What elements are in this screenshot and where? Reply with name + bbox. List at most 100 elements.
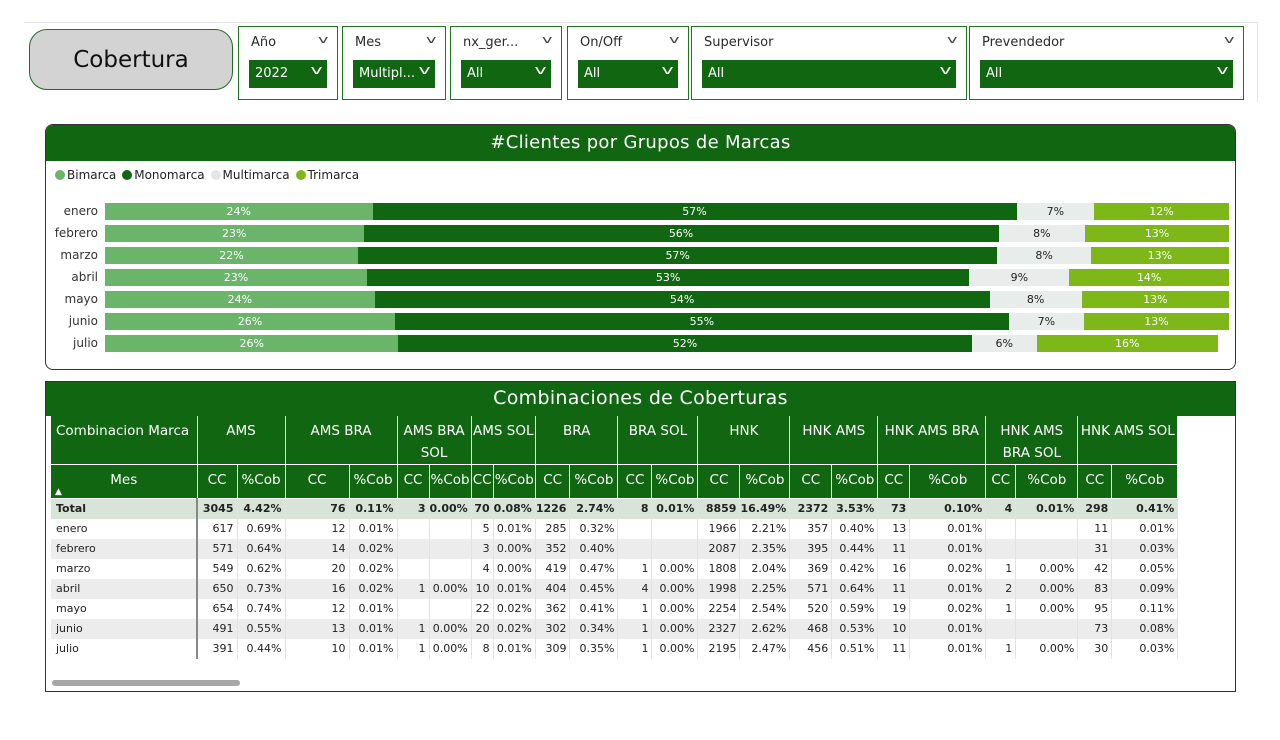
cob-header[interactable]: %Cob xyxy=(569,464,619,499)
chevron-down-icon[interactable]: v xyxy=(669,33,680,46)
chevron-down-icon: v xyxy=(661,63,674,77)
chevron-down-icon: v xyxy=(534,63,547,77)
cob-header[interactable]: %Cob xyxy=(429,464,472,499)
cc-cell: 1998 xyxy=(697,578,741,599)
cc-cell: 73 xyxy=(1077,618,1113,639)
cob-cell: 0.32% xyxy=(569,518,619,539)
slicer-dropdown[interactable]: All v xyxy=(980,60,1233,88)
cob-cell: 0.01% xyxy=(909,578,987,599)
cc-header[interactable]: CC xyxy=(285,464,350,499)
cob-header[interactable]: %Cob xyxy=(909,464,987,499)
cc-cell: 13 xyxy=(285,618,350,639)
group-header[interactable]: HNK AMS BRA SOL xyxy=(985,416,1079,465)
cc-cell: 76 xyxy=(285,498,350,519)
cob-cell xyxy=(429,538,472,559)
group-header[interactable]: HNK AMS xyxy=(789,416,879,465)
cobertura-button[interactable]: Cobertura xyxy=(29,29,233,90)
horizontal-scrollbar[interactable] xyxy=(52,680,240,686)
cob-header[interactable]: %Cob xyxy=(739,464,791,499)
stacked-bar: 23% 56% 8% 13% xyxy=(105,225,1229,242)
group-header[interactable]: BRA SOL xyxy=(617,416,699,465)
cc-cell: 3 xyxy=(397,498,430,519)
cob-header[interactable]: %Cob xyxy=(237,464,286,499)
chevron-down-icon[interactable]: v xyxy=(947,33,958,46)
slicer-dropdown[interactable]: All v xyxy=(702,60,956,88)
cob-header[interactable]: %Cob xyxy=(831,464,879,499)
group-header[interactable]: AMS xyxy=(197,416,286,465)
cc-header[interactable]: CC xyxy=(397,464,430,499)
row-label: abril xyxy=(51,578,198,599)
cc-cell: 419 xyxy=(535,558,571,579)
group-header[interactable]: HNK AMS BRA xyxy=(877,416,987,465)
group-header[interactable]: AMS BRA xyxy=(285,416,398,465)
cc-header[interactable]: CC xyxy=(877,464,911,499)
mes-header[interactable]: Mes ▲ xyxy=(51,464,198,499)
slicer-dropdown[interactable]: Multipl... v xyxy=(353,60,435,88)
slicer-dropdown[interactable]: 2022 v xyxy=(249,60,327,88)
row-label: febrero xyxy=(51,538,198,559)
slicer-dropdown[interactable]: All v xyxy=(578,60,678,88)
cob-header[interactable]: %Cob xyxy=(493,464,536,499)
cc-cell: 468 xyxy=(789,618,833,639)
chart-row: junio 26% 55% 7% 13% xyxy=(46,313,1235,330)
chevron-down-icon[interactable]: v xyxy=(426,33,437,46)
cc-cell: 2 xyxy=(985,578,1017,599)
cc-cell: 357 xyxy=(789,518,833,539)
sort-ascending-icon[interactable]: ▲ xyxy=(55,487,62,497)
legend-label: Bimarca xyxy=(67,168,117,182)
group-header[interactable]: HNK AMS SOL xyxy=(1077,416,1179,465)
bar-segment: 14% xyxy=(1069,269,1229,286)
cc-header[interactable]: CC xyxy=(535,464,571,499)
group-header[interactable]: HNK xyxy=(697,416,791,465)
cc-cell: 12 xyxy=(285,598,350,619)
group-header[interactable]: BRA xyxy=(535,416,619,465)
cc-cell xyxy=(397,538,430,559)
group-header[interactable]: AMS SOL xyxy=(471,416,536,465)
slicer-dropdown[interactable]: All v xyxy=(461,60,551,88)
group-header[interactable]: AMS BRA SOL xyxy=(397,416,472,465)
cc-header[interactable]: CC xyxy=(1077,464,1113,499)
cc-cell: 4 xyxy=(985,498,1017,519)
cob-cell: 0.01% xyxy=(349,518,398,539)
slicer-value: All xyxy=(986,66,1003,81)
cob-cell: 0.01% xyxy=(1015,498,1079,519)
chevron-down-icon[interactable]: v xyxy=(318,33,329,46)
cob-cell xyxy=(1015,518,1079,539)
cob-cell: 0.01% xyxy=(909,518,987,539)
cob-cell: 2.04% xyxy=(739,558,791,579)
row-label: Total xyxy=(51,498,198,519)
cob-header[interactable]: %Cob xyxy=(1111,464,1179,499)
cob-cell: 0.44% xyxy=(237,638,286,659)
legend-item: Multimarca xyxy=(210,168,290,182)
chart-row: julio 26% 52% 6% 16% xyxy=(46,335,1235,352)
cc-cell: 11 xyxy=(877,638,911,659)
cob-cell: 0.00% xyxy=(1015,638,1079,659)
legend-label: Multimarca xyxy=(222,168,290,182)
cob-cell xyxy=(1015,618,1079,639)
legend-item: Monomarca xyxy=(122,168,205,182)
cob-header[interactable]: %Cob xyxy=(349,464,398,499)
cc-header[interactable]: CC xyxy=(697,464,741,499)
cob-cell: 0.53% xyxy=(831,618,879,639)
cob-header[interactable]: %Cob xyxy=(1015,464,1079,499)
cob-cell: 0.00% xyxy=(651,618,699,639)
cob-cell: 4.42% xyxy=(237,498,286,519)
cc-cell: 3045 xyxy=(197,498,238,519)
cc-header[interactable]: CC xyxy=(197,464,238,499)
cc-header[interactable]: CC xyxy=(789,464,833,499)
cob-header[interactable]: %Cob xyxy=(651,464,699,499)
cc-cell: 1 xyxy=(617,638,653,659)
cc-cell xyxy=(397,598,430,619)
cc-header[interactable]: CC xyxy=(471,464,494,499)
cc-header[interactable]: CC xyxy=(617,464,653,499)
bar-segment: 13% xyxy=(1085,225,1229,242)
cob-cell: 0.01% xyxy=(909,538,987,559)
cob-cell: 0.05% xyxy=(1111,558,1179,579)
cc-cell: 654 xyxy=(197,598,238,619)
cc-header[interactable]: CC xyxy=(985,464,1017,499)
bar-segment: 23% xyxy=(105,269,367,286)
chevron-down-icon[interactable]: v xyxy=(542,33,553,46)
cob-cell: 0.64% xyxy=(237,538,286,559)
chevron-down-icon[interactable]: v xyxy=(1224,33,1235,46)
cob-cell: 0.00% xyxy=(493,538,536,559)
